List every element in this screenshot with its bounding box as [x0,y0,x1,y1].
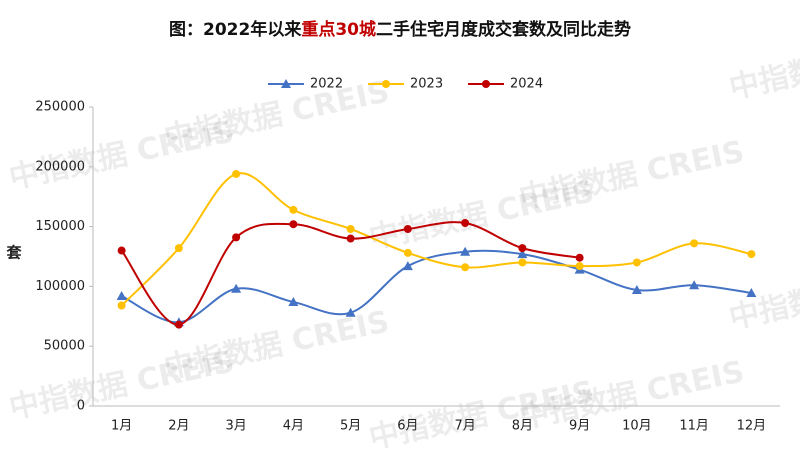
point [575,262,584,271]
point [289,220,298,229]
x-tick-label: 7月 [454,419,475,434]
title-part: 重点30城 [301,19,376,40]
point [403,248,412,257]
watermark: 中指数据 CREIS [516,134,747,216]
x-tick-label: 1月 [111,419,132,434]
x-tick-label: 5月 [340,419,361,434]
point [460,246,471,256]
point [116,290,127,300]
y-tick-label: 100000 [35,279,85,294]
x-tick-label: 3月 [225,419,246,434]
y-axis-label: 套 [5,244,22,262]
x-tick-label: 6月 [397,419,418,434]
point [575,253,584,262]
point [117,246,126,255]
x-tick-label: 2月 [168,419,189,434]
legend-marker [281,79,291,88]
x-tick-label: 11月 [679,419,709,434]
point [231,283,242,293]
y-tick-label: 200000 [35,159,85,174]
y-tick-label: 50000 [44,339,85,354]
y-tick-label: 150000 [35,219,85,234]
point [461,219,470,228]
x-tick-label: 9月 [569,419,590,434]
x-tick-label: 10月 [622,419,652,434]
point [402,261,413,271]
x-tick-label: 8月 [512,419,533,434]
legend-label: 2022 [310,77,343,92]
x-tick-label: 12月 [737,419,767,434]
point [690,239,699,248]
point [632,258,641,267]
point [346,224,355,233]
point [461,263,470,272]
legend-marker [482,80,490,88]
point [288,296,299,306]
watermark: 中指数据 CREIS [726,254,800,336]
title-part: 图：2022年以来 [169,19,302,40]
y-tick-label: 0 [77,399,85,414]
point [403,224,412,233]
chart-title: 图：2022年以来重点30城二手住宅月度成交套数及同比走势 [169,19,631,40]
point [289,205,298,214]
point [232,169,241,178]
legend-label: 2023 [410,77,443,92]
point [346,234,355,243]
point [689,280,700,290]
x-tick-label: 4月 [283,419,304,434]
point [174,244,183,253]
point [174,320,183,329]
legend-marker [382,80,390,88]
watermark: 中指数据 CREIS [161,304,392,386]
title-part: 二手住宅月度成交套数及同比走势 [376,19,631,40]
point [518,258,527,267]
point [746,287,757,297]
point [232,233,241,242]
point [117,301,126,310]
point [631,284,642,294]
point [747,250,756,259]
point [345,307,356,317]
watermark: 中指数据 CREIS [161,74,392,156]
point [518,244,527,253]
legend-label: 2024 [510,77,543,92]
y-tick-label: 250000 [35,100,85,115]
watermark: 中指数据 CREIS [726,24,800,106]
point [517,249,528,259]
